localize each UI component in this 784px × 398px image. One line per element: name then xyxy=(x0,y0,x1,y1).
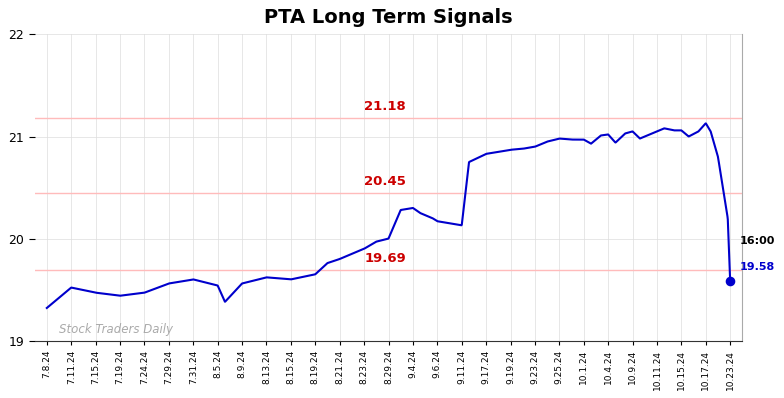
Text: 21.18: 21.18 xyxy=(364,100,406,113)
Text: Stock Traders Daily: Stock Traders Daily xyxy=(59,322,173,336)
Title: PTA Long Term Signals: PTA Long Term Signals xyxy=(264,8,513,27)
Text: 20.45: 20.45 xyxy=(364,175,406,187)
Text: 16:00: 16:00 xyxy=(740,236,775,246)
Text: 19.69: 19.69 xyxy=(364,252,406,265)
Point xyxy=(724,278,736,285)
Text: 19.58: 19.58 xyxy=(740,262,775,272)
